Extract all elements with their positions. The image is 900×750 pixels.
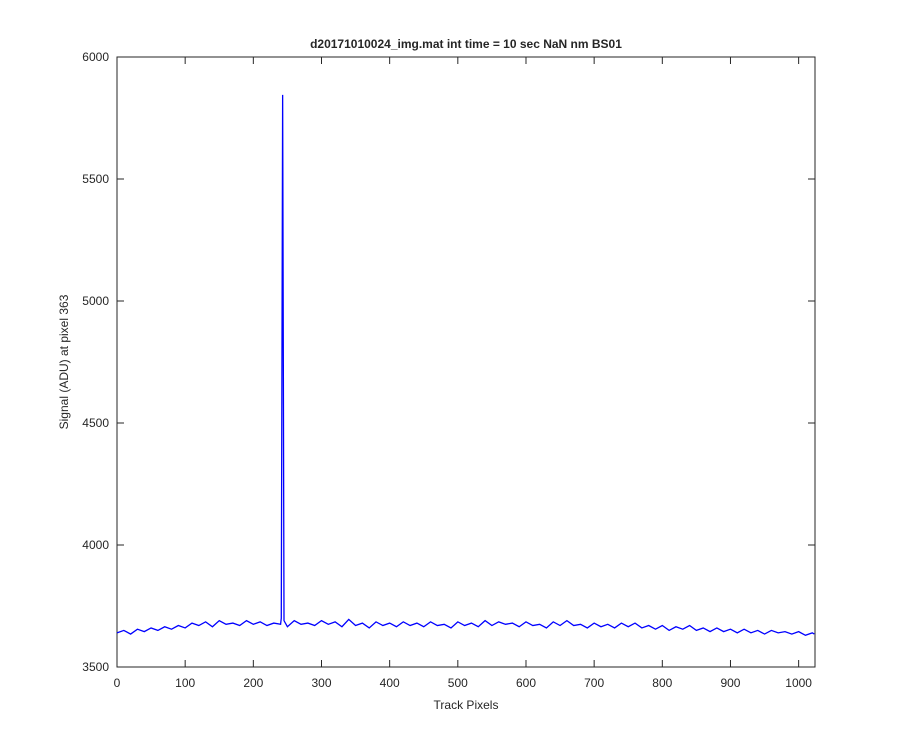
- y-tick-label: 5000: [82, 294, 109, 308]
- x-tick-label: 900: [720, 676, 740, 690]
- x-tick-label: 1000: [785, 676, 812, 690]
- y-tick-label: 5500: [82, 172, 109, 186]
- x-tick-label: 200: [243, 676, 263, 690]
- x-tick-label: 0: [114, 676, 121, 690]
- x-tick-label: 500: [448, 676, 468, 690]
- x-axis-label: Track Pixels: [434, 698, 499, 712]
- x-tick-label: 700: [584, 676, 604, 690]
- x-tick-label: 300: [311, 676, 331, 690]
- data-line: [116, 94, 815, 636]
- chart-title: d20171010024_img.mat int time = 10 sec N…: [310, 37, 622, 51]
- x-tick-label: 400: [380, 676, 400, 690]
- x-tick-label: 600: [516, 676, 536, 690]
- y-tick-label: 6000: [82, 50, 109, 64]
- plot-frame: [116, 56, 816, 668]
- y-tick-label: 3500: [82, 660, 109, 674]
- x-tick-label: 800: [652, 676, 672, 690]
- y-tick-label: 4000: [82, 538, 109, 552]
- y-tick-label: 4500: [82, 416, 109, 430]
- x-tick-label: 100: [175, 676, 195, 690]
- y-axis-label: Signal (ADU) at pixel 363: [57, 294, 71, 429]
